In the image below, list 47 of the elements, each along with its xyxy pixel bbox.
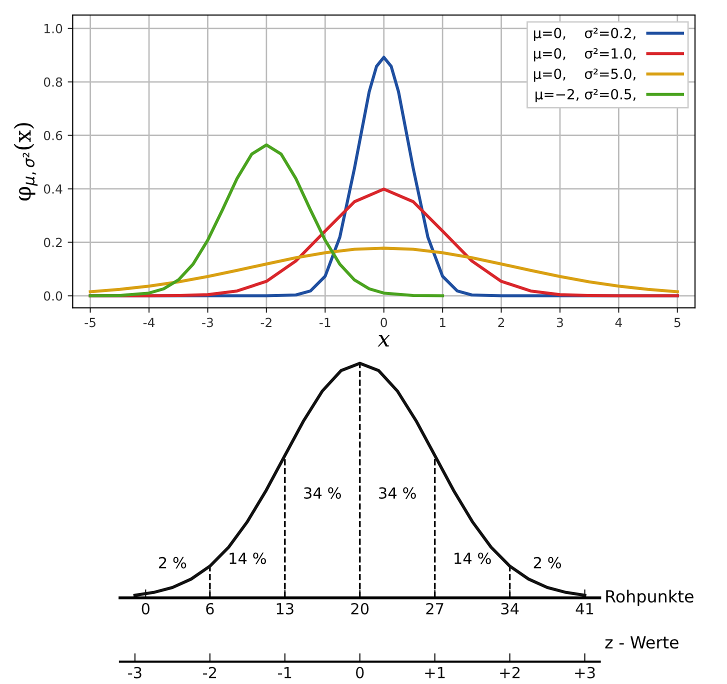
y-tick-label: 0.0 [44,291,62,301]
x-tick-label: 1 [440,318,446,328]
x-tick-label: +2 [500,666,520,678]
x-axis-title: x [378,334,390,347]
x-tick-label: +1 [425,667,445,678]
x2-tick-label: 13 [276,602,294,615]
annotation: 34 % [304,487,341,499]
annotation: 2 % [534,556,561,568]
y-tick-label: 0.6 [44,130,62,140]
x-tick-label: 0 [380,318,387,328]
legend-label: μ=0, σ²=5.0, [534,68,636,82]
x-tick-label: 2 [498,318,504,328]
x-tick-label: 4 [615,318,622,328]
y-tick-label: 0.2 [44,238,62,248]
x-axis-title: z - Werte [605,636,678,649]
x-tick-label: -1 [278,667,292,678]
x-tick-label: -3 [202,318,213,328]
x-tick-label: 3 [556,318,563,328]
y-tick-label: 0.4 [44,184,62,194]
x2-tick-label: 41 [576,603,594,614]
annotation: 2 % [159,556,186,568]
x-tick-label: 5 [674,318,680,328]
x2-tick-label: 20 [351,602,369,615]
annotation: 14 % [454,552,491,564]
y-axis-title: φ$_{μ,σ²}$(x) [14,123,38,201]
annotation: 34 % [379,487,416,499]
x-tick-label: -1 [320,318,330,328]
line-series [88,246,679,294]
legend-label: μ=0, σ²=0.2, [534,28,636,41]
legend-label: μ=0, σ²=1.0, [534,48,636,62]
x-tick-label: 0 [356,666,364,678]
x-tick-label: -5 [84,318,96,328]
y-tick-label: 0.8 [44,77,62,87]
x-tick-label: -3 [128,666,142,678]
x-tick-label: -4 [143,318,155,328]
x2-tick-label: 27 [426,602,444,614]
x2-tick-label: 0 [142,602,150,615]
x-tick-label: +3 [575,666,595,678]
x2-axis-title: Rohpunkte [606,590,694,606]
annotation: 14 % [230,552,266,564]
x2-tick-label: 34 [501,602,519,615]
y-tick-label: 1.0 [44,24,62,34]
x-tick-label: -2 [203,666,216,678]
line-series [88,143,444,298]
legend-label: μ=−2, σ²=0.5, [536,88,636,102]
x-tick-label: -2 [260,318,272,328]
x2-tick-label: 6 [206,602,214,615]
